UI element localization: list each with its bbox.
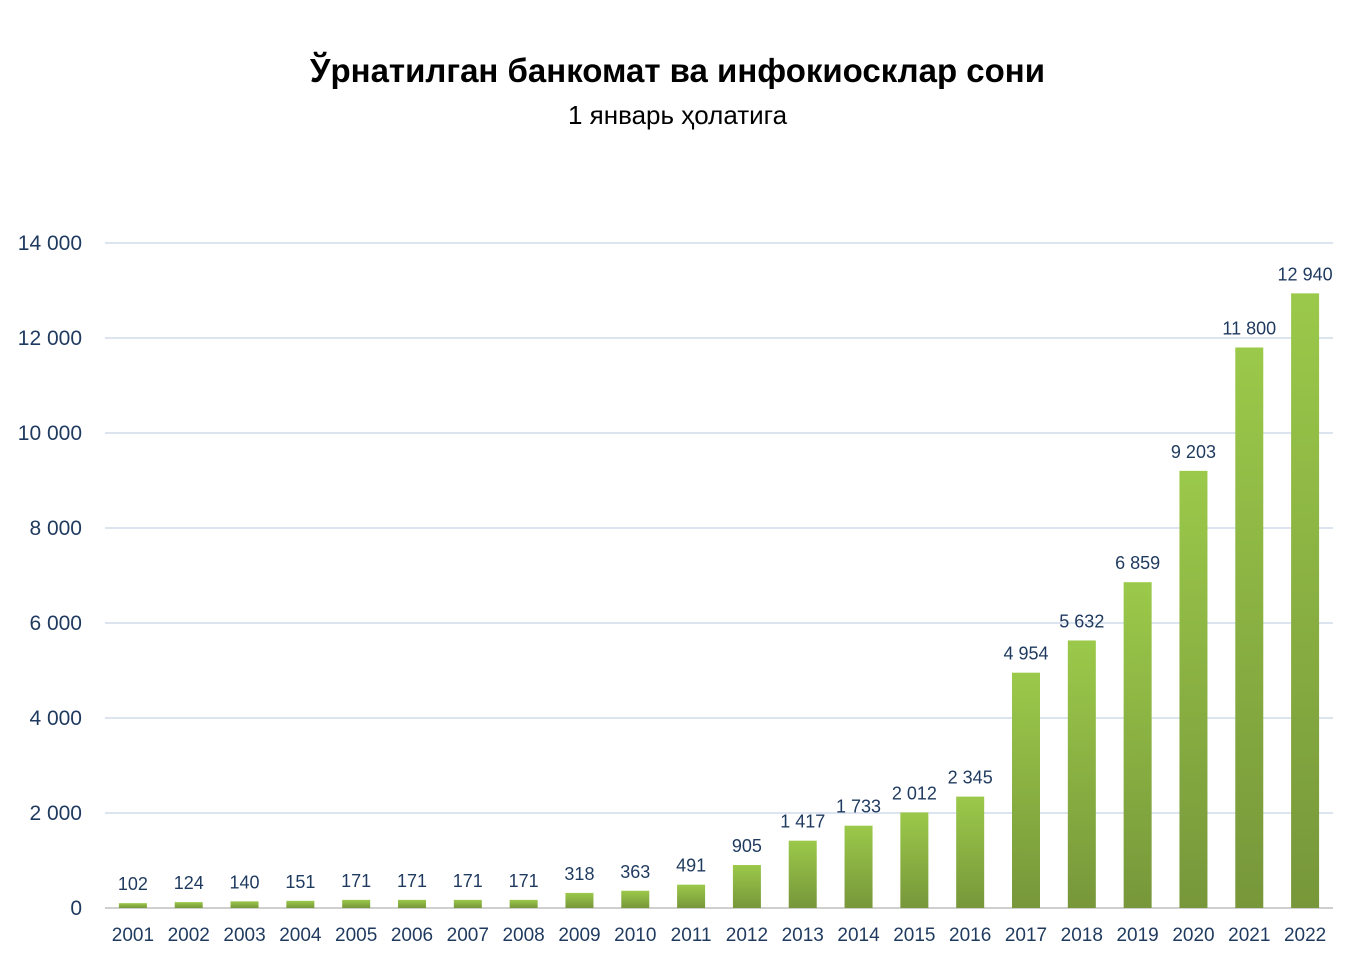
data-label-2003: 140 [230,872,260,892]
data-label-2012: 905 [732,836,762,856]
x-tick-label-2020: 2020 [1172,925,1214,946]
y-tick-label: 14 000 [18,232,82,255]
x-tick-label-2005: 2005 [335,925,377,946]
x-tick-label-2016: 2016 [949,925,991,946]
bar-2014 [844,825,873,908]
x-tick-label-2009: 2009 [558,925,600,946]
y-tick-label: 0 [70,897,82,920]
data-label-2002: 124 [174,873,204,893]
bar-2013 [788,840,817,908]
bar-2022 [1291,293,1320,909]
x-tick-label-2002: 2002 [168,925,210,946]
y-tick-label: 12 000 [18,327,82,350]
data-label-2022: 12 940 [1278,264,1333,284]
bar-2021 [1235,347,1264,908]
bar-2012 [732,865,761,908]
data-label-2001: 102 [118,874,148,894]
y-tick-label: 4 000 [29,707,82,730]
bar-2002 [174,902,203,908]
x-tick-label-2014: 2014 [837,925,880,946]
bar-2016 [956,796,985,908]
data-label-2011: 491 [676,856,706,876]
x-tick-label-2001: 2001 [112,925,154,946]
bar-2004 [286,900,315,908]
data-label-2014: 1 733 [836,797,881,817]
chart-subtitle: 1 январь ҳолатига [567,100,788,130]
bar-2001 [118,903,147,908]
y-axis-ticks: 0 2 000 4 000 6 000 8 000 10 000 12 000 14 000 [18,232,82,920]
chart-title: Ўрнатилган банкомат ва инфокиосклар сони [309,52,1046,89]
data-label-2015: 2 012 [892,783,937,803]
y-tick-label: 2 000 [29,802,82,825]
y-tick-label: 8 000 [29,517,82,540]
data-label-2006: 171 [397,871,427,891]
x-tick-label-2010: 2010 [614,925,656,946]
x-tick-label-2012: 2012 [726,925,768,946]
data-label-2017: 4 954 [1003,644,1048,664]
x-tick-label-2018: 2018 [1061,925,1103,946]
bar-2010 [621,890,650,908]
x-tick-label-2022: 2022 [1284,925,1326,946]
data-label-2018: 5 632 [1059,611,1104,631]
y-tick-label: 6 000 [29,612,82,635]
x-tick-label-2015: 2015 [893,925,935,946]
data-label-2004: 151 [285,872,315,892]
x-axis-ticks: 2001 2002 2003 2004 2005 2006 2007 2008 2009 2010… [112,925,1326,946]
bar-2020 [1179,470,1208,908]
bar-2017 [1012,672,1040,908]
x-tick-label-2003: 2003 [223,925,265,946]
x-tick-label-2004: 2004 [279,925,322,946]
x-tick-label-2008: 2008 [502,925,544,946]
x-tick-label-2006: 2006 [391,925,433,946]
data-label-2010: 363 [620,862,650,882]
x-tick-label-2011: 2011 [671,925,712,946]
data-label-2005: 171 [341,871,371,891]
data-label-2013: 1 417 [780,812,825,832]
x-tick-label-2017: 2017 [1005,925,1047,946]
y-tick-label: 10 000 [18,422,82,445]
bars [118,293,1320,909]
x-tick-label-2021: 2021 [1228,925,1270,946]
bar-2008 [509,899,538,908]
bar-2019 [1123,582,1152,908]
data-labels: 102 124 140 151 171 171 171 171 318 363 491 905 1 41… [118,264,1333,894]
data-label-2008: 171 [509,871,539,891]
bar-2007 [453,899,482,908]
bar-2009 [565,892,594,908]
x-tick-label-2007: 2007 [447,925,489,946]
bar-2003 [230,901,259,908]
data-label-2020: 9 203 [1171,442,1216,462]
bar-2011 [677,884,706,908]
bar-2015 [900,812,929,908]
bar-2005 [342,899,371,908]
data-label-2009: 318 [564,864,594,884]
data-label-2016: 2 345 [948,768,993,788]
data-label-2019: 6 859 [1115,553,1160,573]
bar-2018 [1067,640,1096,908]
x-tick-label-2013: 2013 [782,925,824,946]
bar-2006 [398,899,426,908]
data-label-2007: 171 [453,871,483,891]
x-tick-label-2019: 2019 [1116,925,1158,946]
data-label-2021: 11 800 [1222,319,1276,339]
